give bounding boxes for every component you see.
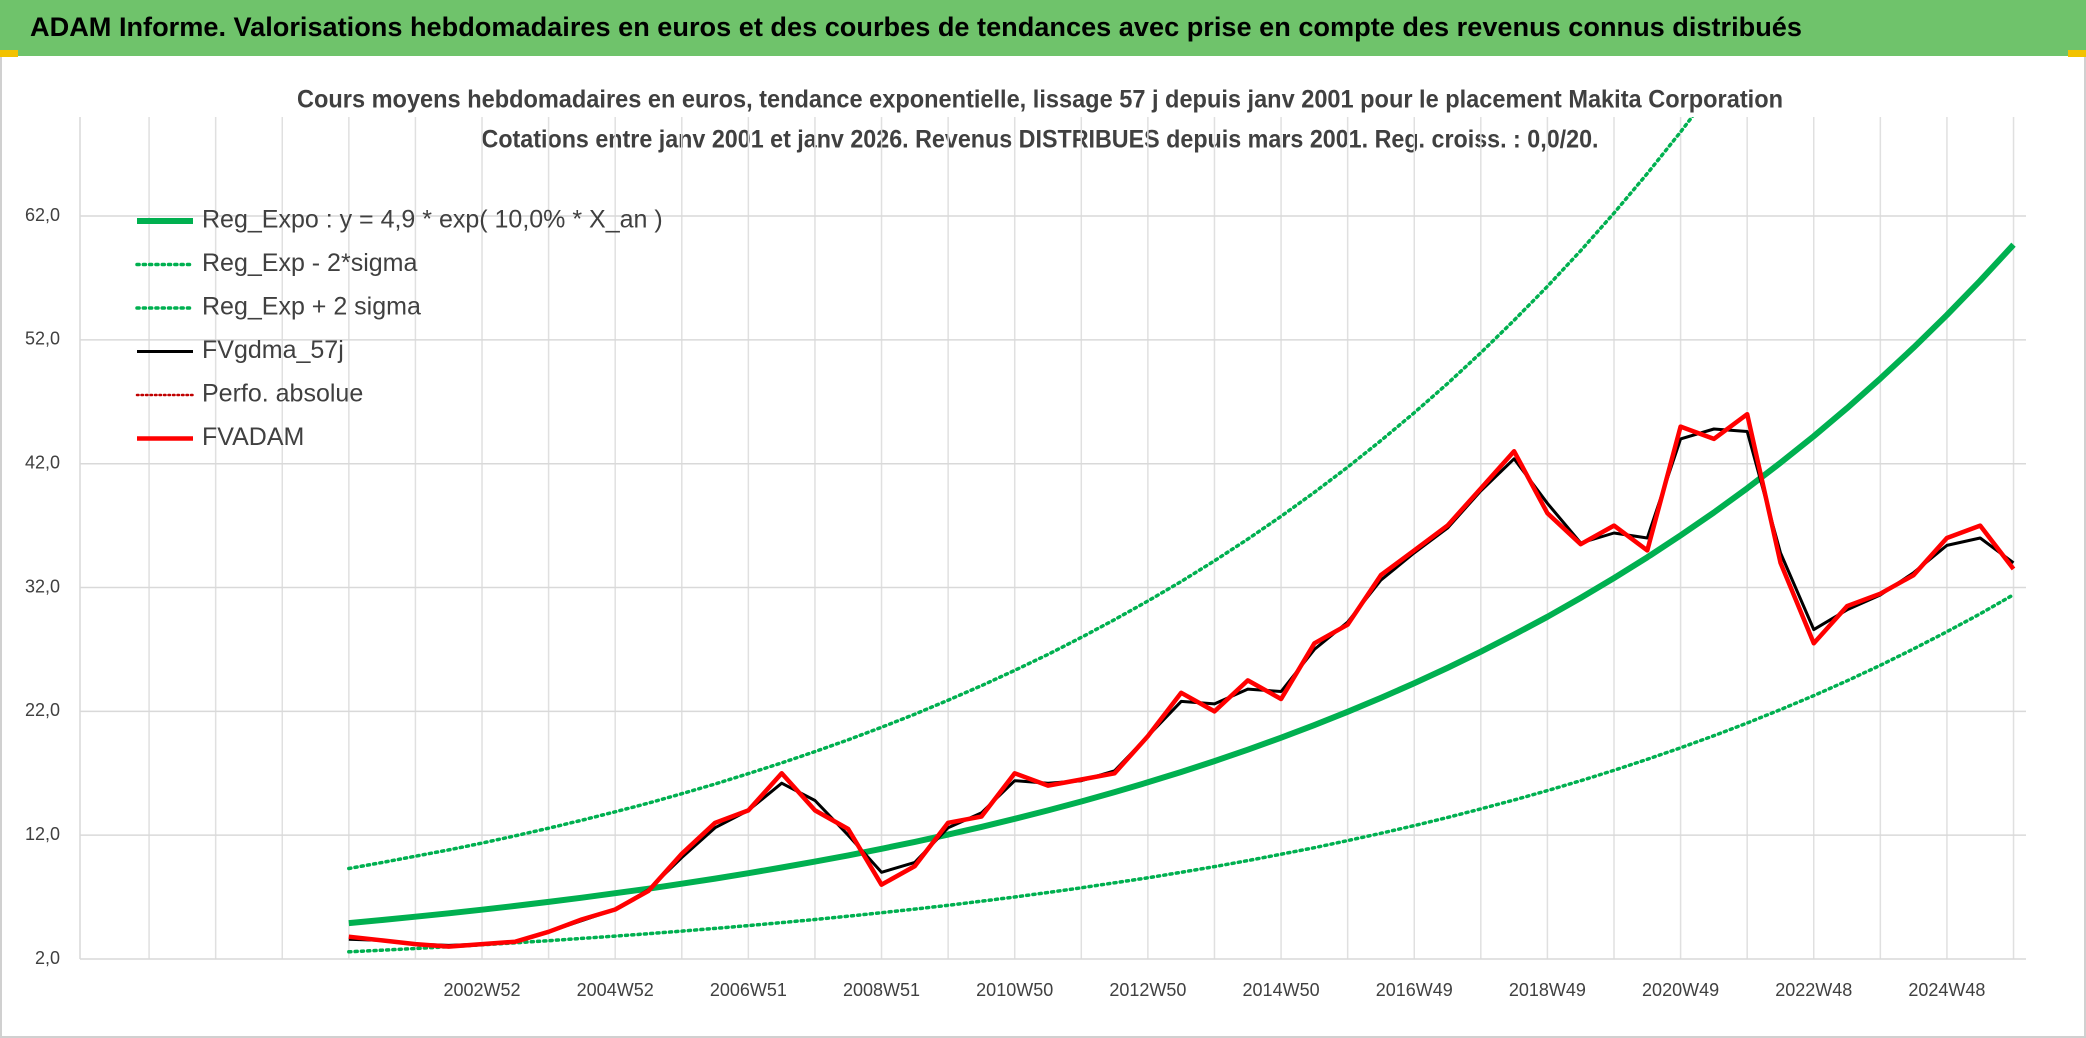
grid: 2,0 12,0 22,0 32,0 42,0 52,0 62,0 2002W52 2004W5… xyxy=(25,117,2026,1000)
legend: Reg_Expo : y = 4,9 * exp( 10,0% * X_an )… xyxy=(135,206,663,451)
legend-label: Perfo. absolue xyxy=(202,380,363,408)
x-tick-label: 2018W49 xyxy=(1509,980,1586,1000)
y-tick-label: 22,0 xyxy=(25,700,60,720)
legend-label: Reg_Exp + 2 sigma xyxy=(202,293,421,321)
plot-lines xyxy=(347,117,2016,954)
series-line xyxy=(348,242,2016,927)
x-tick-label: 2016W49 xyxy=(1376,980,1453,1000)
x-tick-label: 2004W52 xyxy=(577,980,654,1000)
legend-label: FVADAM xyxy=(202,423,304,451)
x-tick-label: 2022W48 xyxy=(1775,980,1852,1000)
y-tick-label: 62,0 xyxy=(25,205,60,225)
legend-label: Reg_Exp - 2*sigma xyxy=(202,249,417,277)
x-tick-label: 2012W50 xyxy=(1109,980,1186,1000)
header-title: ADAM Informe. Valorisations hebdomadaire… xyxy=(30,12,1802,42)
x-tick-label: 2014W50 xyxy=(1243,980,1320,1000)
x-tick-label: 2008W51 xyxy=(843,980,920,1000)
series-line xyxy=(348,411,2016,949)
y-tick-label: 32,0 xyxy=(25,576,60,596)
legend-label: Reg_Expo : y = 4,9 * exp( 10,0% * X_an ) xyxy=(202,206,663,234)
x-tick-label: 2002W52 xyxy=(443,980,520,1000)
x-tick-label: 2006W51 xyxy=(710,980,787,1000)
x-tick-label: 2024W48 xyxy=(1908,980,1985,1000)
y-tick-label: 2,0 xyxy=(35,948,60,968)
series-line xyxy=(347,117,1695,871)
chart-title: Cours moyens hebdomadaires en euros, ten… xyxy=(297,86,1783,114)
corner xyxy=(2068,50,2086,57)
x-tick-label: 2010W50 xyxy=(976,980,1053,1000)
legend-label: FVgdma_57j xyxy=(202,336,344,364)
y-tick-label: 12,0 xyxy=(25,824,60,844)
corner xyxy=(0,50,18,57)
x-tick-label: 2020W49 xyxy=(1642,980,1719,1000)
series-line xyxy=(347,592,2016,954)
chart-subtitle: Cotations entre janv 2001 et janv 2026. … xyxy=(482,126,1599,154)
y-tick-label: 52,0 xyxy=(25,329,60,349)
y-tick-label: 42,0 xyxy=(25,452,60,472)
header-bar xyxy=(0,0,2086,56)
